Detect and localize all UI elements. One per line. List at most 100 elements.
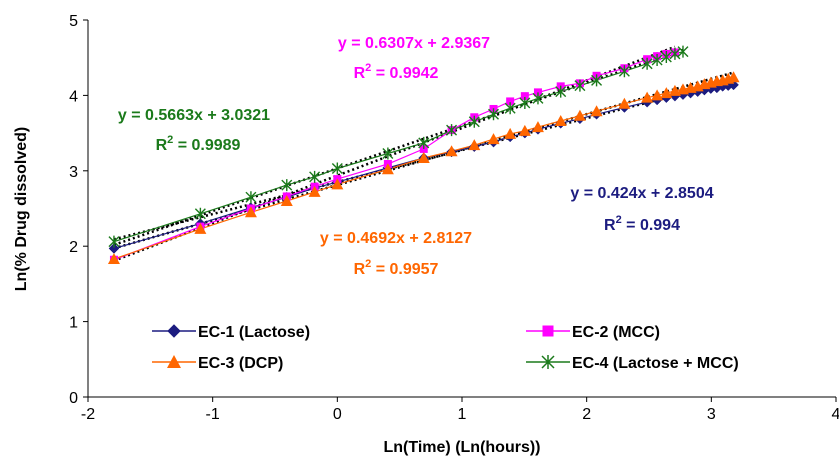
y-tick-label: 3 — [69, 164, 78, 181]
annotation-ec2-equation: y = 0.6307x + 2.9367 — [338, 35, 490, 52]
data-point-series-3 — [468, 139, 481, 151]
annotation-ec4-equation: y = 0.5663x + 3.0321 — [118, 107, 270, 124]
data-point-series-4 — [504, 102, 516, 115]
data-point-series-3 — [107, 253, 120, 265]
y-tick-label: 2 — [69, 239, 78, 256]
legend-label-ec3: EC-3 (DCP) — [198, 355, 283, 372]
x-tick-label: 2 — [582, 406, 591, 423]
legend-label-ec2: EC-2 (MCC) — [572, 324, 660, 341]
data-point-series-3 — [651, 89, 664, 101]
trendline-1 — [113, 79, 734, 241]
legend-marker-ec3 — [167, 355, 181, 368]
legend: EC-1 (Lactose) EC-2 (MCC) EC-3 (DCP) EC-… — [152, 324, 739, 372]
data-point-series-4 — [309, 170, 321, 183]
data-point-series-3 — [194, 222, 207, 234]
legend-item-ec3: EC-3 (DCP) — [152, 355, 283, 372]
data-point-series-3 — [244, 206, 257, 218]
data-point-series-4 — [651, 53, 663, 66]
data-point-series-4 — [281, 179, 293, 192]
data-point-series-3 — [381, 163, 394, 175]
data-point-series-3 — [727, 71, 740, 83]
data-point-series-4 — [446, 124, 458, 137]
r2-symbol: R — [604, 217, 616, 234]
data-point-series-4 — [418, 136, 430, 149]
y-axis-title: Ln(% Drug dissolved) — [13, 127, 30, 291]
data-point-series-3 — [417, 151, 430, 163]
y-tick-label: 1 — [69, 315, 78, 332]
data-point-series-4 — [641, 57, 653, 70]
legend-item-ec1: EC-1 (Lactose) — [152, 324, 310, 341]
r2-superscript: 2 — [365, 62, 371, 74]
data-point-series-3 — [308, 185, 321, 197]
data-point-series-3 — [573, 109, 586, 121]
data-point-series-2 — [520, 92, 529, 101]
data-point-series-4 — [331, 162, 343, 175]
r2-symbol: R — [354, 261, 366, 278]
data-point-series-4 — [468, 115, 480, 128]
data-point-series-4 — [519, 96, 531, 109]
data-point-series-3 — [504, 127, 517, 139]
r2-superscript: 2 — [616, 214, 622, 226]
data-point-series-3 — [280, 194, 293, 206]
data-point-series-4 — [108, 235, 120, 248]
data-point-series-3 — [531, 121, 544, 133]
data-point-series-4 — [555, 85, 567, 98]
r2-value: = 0.9942 — [371, 65, 438, 82]
data-point-series-4 — [618, 65, 630, 78]
data-point-series-3 — [641, 91, 654, 103]
data-point-series-3 — [660, 87, 673, 99]
data-point-series-2 — [506, 97, 515, 106]
data-point-series-4 — [382, 147, 394, 160]
annotation-ec1-equation: y = 0.424x + 2.8504 — [570, 185, 713, 202]
x-axis-title: Ln(Time) (Ln(hours)) — [383, 439, 540, 456]
data-point-series-4 — [532, 92, 544, 105]
r2-symbol: R — [156, 137, 168, 154]
data-point-series-3 — [618, 97, 631, 109]
y-tick-label: 4 — [69, 88, 78, 105]
x-tick-label: -1 — [206, 406, 220, 423]
legend-marker-ec4 — [541, 355, 555, 369]
data-point-series-4 — [245, 191, 257, 204]
x-tick-label: 3 — [707, 406, 716, 423]
data-point-series-3 — [487, 133, 500, 145]
r2-superscript: 2 — [167, 134, 173, 146]
annotation-ec3-r2: R2 = 0.9957 — [354, 258, 439, 278]
r2-superscript: 2 — [365, 258, 371, 270]
y-tick-label: 0 — [69, 390, 78, 407]
annotation-ec4-r2: R2 = 0.9989 — [156, 134, 241, 154]
data-point-series-4 — [677, 45, 689, 58]
r2-symbol: R — [354, 65, 366, 82]
x-tick-label: 1 — [458, 406, 467, 423]
markers-layer — [107, 45, 740, 265]
data-point-series-4 — [660, 50, 672, 63]
ticks-layer: -2 -1 0 1 2 3 4 0 1 2 3 4 5 — [69, 13, 839, 423]
legend-marker-ec2 — [542, 325, 554, 337]
series-line-2 — [113, 51, 676, 261]
x-tick-label: 4 — [832, 406, 839, 423]
data-point-series-4 — [194, 207, 206, 220]
data-point-series-3 — [445, 145, 458, 157]
annotation-ec2-r2: R2 = 0.9942 — [354, 62, 439, 82]
data-point-series-2 — [533, 88, 542, 97]
r2-value: = 0.9957 — [371, 261, 438, 278]
data-point-series-3 — [554, 115, 567, 127]
data-point-series-4 — [669, 47, 681, 60]
data-point-series-3 — [331, 178, 344, 190]
data-point-series-2 — [419, 144, 428, 153]
data-point-series-4 — [574, 79, 586, 92]
data-point-series-3 — [518, 124, 531, 136]
r2-value: = 0.994 — [622, 217, 680, 234]
annotation-ec3-equation: y = 0.4692x + 2.8127 — [320, 230, 472, 247]
legend-item-ec2: EC-2 (MCC) — [526, 324, 660, 341]
legend-marker-ec1 — [167, 324, 181, 338]
legend-label-ec4: EC-4 (Lactose + MCC) — [572, 355, 739, 372]
r2-value: = 0.9989 — [173, 137, 240, 154]
x-tick-label: -2 — [81, 406, 95, 423]
x-tick-label: 0 — [333, 406, 342, 423]
data-point-series-4 — [591, 74, 603, 87]
legend-label-ec1: EC-1 (Lactose) — [198, 324, 310, 341]
data-point-series-4 — [488, 108, 500, 121]
y-tick-label: 5 — [69, 13, 78, 30]
